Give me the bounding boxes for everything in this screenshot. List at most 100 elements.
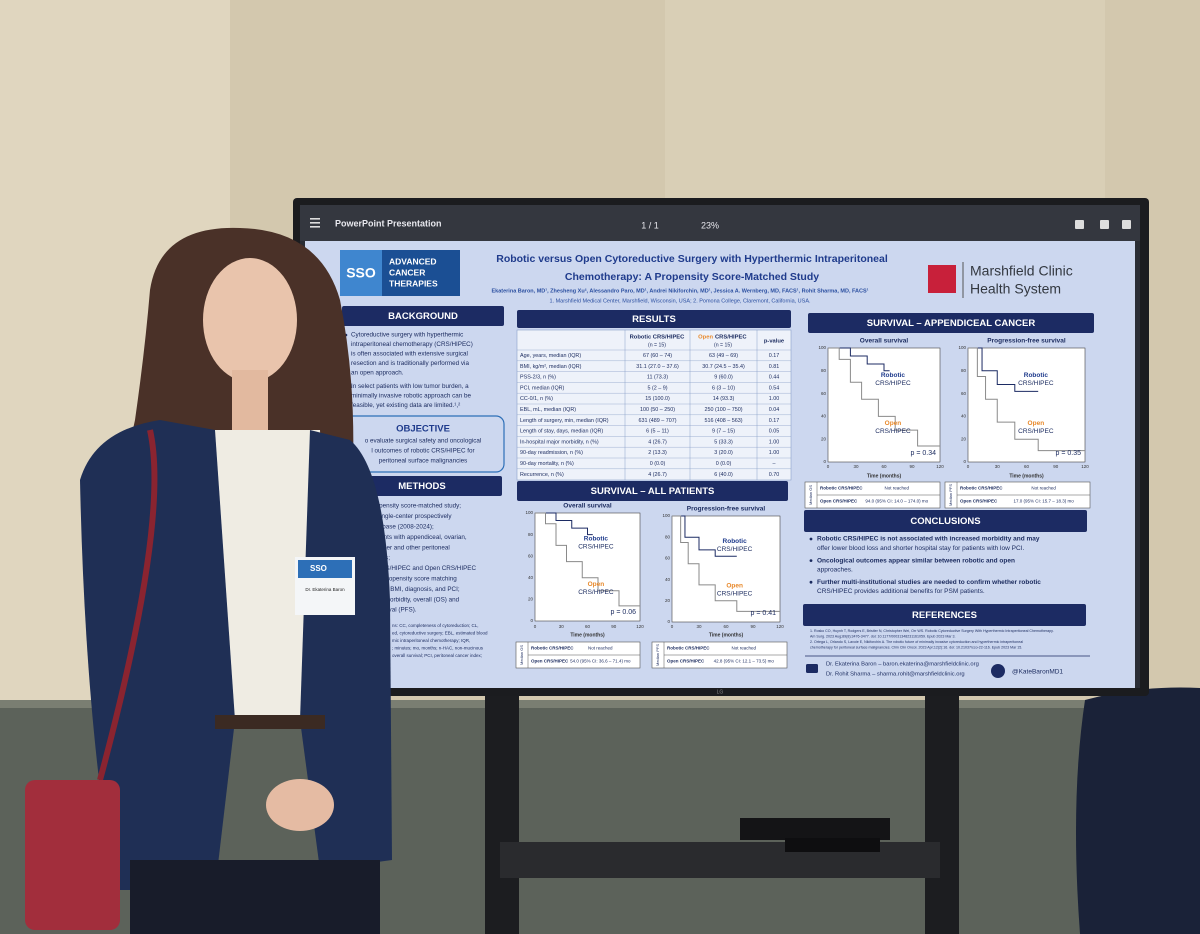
axis-tick-label: 0 <box>823 459 826 464</box>
section-heading: CONCLUSIONS <box>910 516 980 527</box>
institution-icon <box>928 265 956 293</box>
bullet-text: feasible, yet existing data are limited.… <box>351 402 460 409</box>
section-header <box>803 604 1086 626</box>
curve-label: Open <box>1028 420 1045 427</box>
section-heading: METHODS <box>398 481 446 492</box>
stand-post <box>485 680 519 934</box>
jacket-left <box>80 420 235 890</box>
toolbar-icon <box>1122 220 1131 229</box>
table-cell: 90-day readmission, n (%) <box>520 450 583 456</box>
logo-mark <box>340 250 382 296</box>
median-cell: Robotic CRS/HIPEC <box>960 486 1003 491</box>
axis-tick-label: 30 <box>853 464 859 469</box>
section-heading: RESULTS <box>632 314 676 325</box>
table-cell: 14 (93.3) <box>713 396 735 402</box>
curve-label: Open <box>885 420 902 427</box>
table-cell: 4 (26.7) <box>648 472 667 478</box>
methods-text: ic CRS/HIPEC and Open CRS/HIPEC <box>370 565 476 572</box>
axis-tick-label: 20 <box>528 597 534 602</box>
abbreviation-text: ed, cytoreductive surgery; EBL, estimate… <box>392 631 488 636</box>
axis-tick-label: 100 <box>662 513 670 518</box>
table-cell: 15 (100.0) <box>645 396 670 402</box>
logo-text: THERAPIES <box>389 278 438 288</box>
menu-icon <box>310 226 320 228</box>
table-cell: PCI, median (IQR) <box>520 385 565 391</box>
median-cell: Open CRS/HIPEC <box>667 659 705 664</box>
table-cell: 0.54 <box>769 385 780 391</box>
curve-label: Open <box>726 583 743 590</box>
axis-label: Time (months) <box>1009 473 1044 479</box>
reference-text: 2. Ortega L, Orlando S, Lavoie E, Nikifo… <box>810 640 1023 644</box>
median-label: Median OS <box>808 485 813 505</box>
x-icon <box>991 664 1005 678</box>
table-cell: PSS-2/3, n (%) <box>520 375 556 381</box>
axis-tick-label: 80 <box>528 532 534 537</box>
authors: Ekaterina Baron, MD¹, Zhesheng Xu², Ales… <box>491 287 868 294</box>
table-cell: – <box>773 461 776 467</box>
section-heading: BACKGROUND <box>388 311 458 322</box>
table-bg <box>516 329 792 481</box>
curve-label: Robotic <box>1024 372 1049 379</box>
wall-panel <box>665 0 1105 200</box>
objective-heading: OBJECTIVE <box>396 424 450 435</box>
abbreviation-text: ns: CC, completeness of cytoreduction; C… <box>392 623 479 628</box>
conclusion-text: approaches. <box>817 567 853 574</box>
column-header: p-value <box>764 339 785 345</box>
axis-tick-label: 100 <box>958 345 966 350</box>
table-cell: 31.1 (27.0 – 37.6) <box>636 364 679 370</box>
institution-name: Marshfield Clinic <box>970 263 1073 279</box>
table-cell: 6 (3 – 10) <box>712 385 735 391</box>
toolbar-icon <box>1075 220 1084 229</box>
mail-icon <box>806 664 818 673</box>
table-cell: 90-day mortality, n (%) <box>520 461 574 467</box>
median-label: Median PFS <box>948 484 953 506</box>
axis-tick-label: 0 <box>667 619 670 624</box>
curve-label: CRS/HIPEC <box>717 591 753 598</box>
institution-name: Health System <box>970 281 1061 297</box>
median-cell: 42.8 (95% CI: 12.1 – 73.5) mo <box>714 659 775 664</box>
table-cell: 11 (73.3) <box>647 375 668 381</box>
table-cell: 3 (20.0) <box>714 450 733 456</box>
abbreviation-text: overall survival; PCI, peritoneal cancer… <box>392 653 482 658</box>
logo-text: SSO <box>346 265 376 281</box>
face <box>203 258 297 382</box>
power-strip <box>740 818 890 840</box>
median-cell: Robotic CRS/HIPEC <box>667 646 710 651</box>
table-cell: BMI, kg/m², median (IQR) <box>520 364 582 370</box>
table-cell: 5 (33.3) <box>714 439 733 445</box>
table-cell: 0 (0.0) <box>716 461 732 467</box>
table-cell: 63 (49 – 69) <box>709 353 738 359</box>
methods-text: e survival (PFS). <box>370 607 417 614</box>
table-cell: 5 (2 – 9) <box>647 385 667 391</box>
belt <box>215 715 325 729</box>
p-value: p = 0.41 <box>751 610 777 617</box>
section-header <box>804 510 1087 532</box>
objective-text: peritoneal surface malignancies <box>379 458 468 465</box>
conclusion-text: offer lower blood loss and shorter hospi… <box>817 545 1024 552</box>
chair-rail <box>0 700 1200 708</box>
abbreviation-text: ; minutes; mo, months; n-HAC, non-mucino… <box>392 646 484 651</box>
contact-handle: @KateBaronMD1 <box>1012 669 1063 676</box>
table-cell: 9 (60.0) <box>714 375 733 381</box>
column-header: CRS/HIPEC <box>715 335 747 341</box>
axis-tick-label: 0 <box>963 459 966 464</box>
bag <box>25 780 120 930</box>
survival-curve <box>828 347 890 372</box>
table-cell: 1.00 <box>769 396 780 402</box>
badge-text: Dr. Ekaterina Baron <box>305 587 345 592</box>
badge-logo <box>298 560 352 578</box>
column-header: Robotic CRS/HIPEC <box>630 335 686 341</box>
axis-label: Time (months) <box>867 473 902 479</box>
table-cell: In-hospital major morbidity, n (%) <box>520 439 599 445</box>
methods-text: patients with appendiceal, ovarian, <box>370 534 467 541</box>
chart-title: Overall survival <box>860 338 909 345</box>
contact-text: Dr. Ekaterina Baron – baron.ekaterina@ma… <box>826 662 979 668</box>
column-header: (n = 15) <box>648 342 666 348</box>
axis-tick-label: 60 <box>961 391 967 396</box>
bullet <box>809 580 813 584</box>
conclusion-text: CRS/HIPEC provides additional benefits f… <box>817 588 985 595</box>
table-cell: 4 (26.7) <box>648 439 667 445</box>
p-value: p = 0.06 <box>611 609 637 616</box>
table-cell: 100 (50 – 250) <box>640 407 675 413</box>
